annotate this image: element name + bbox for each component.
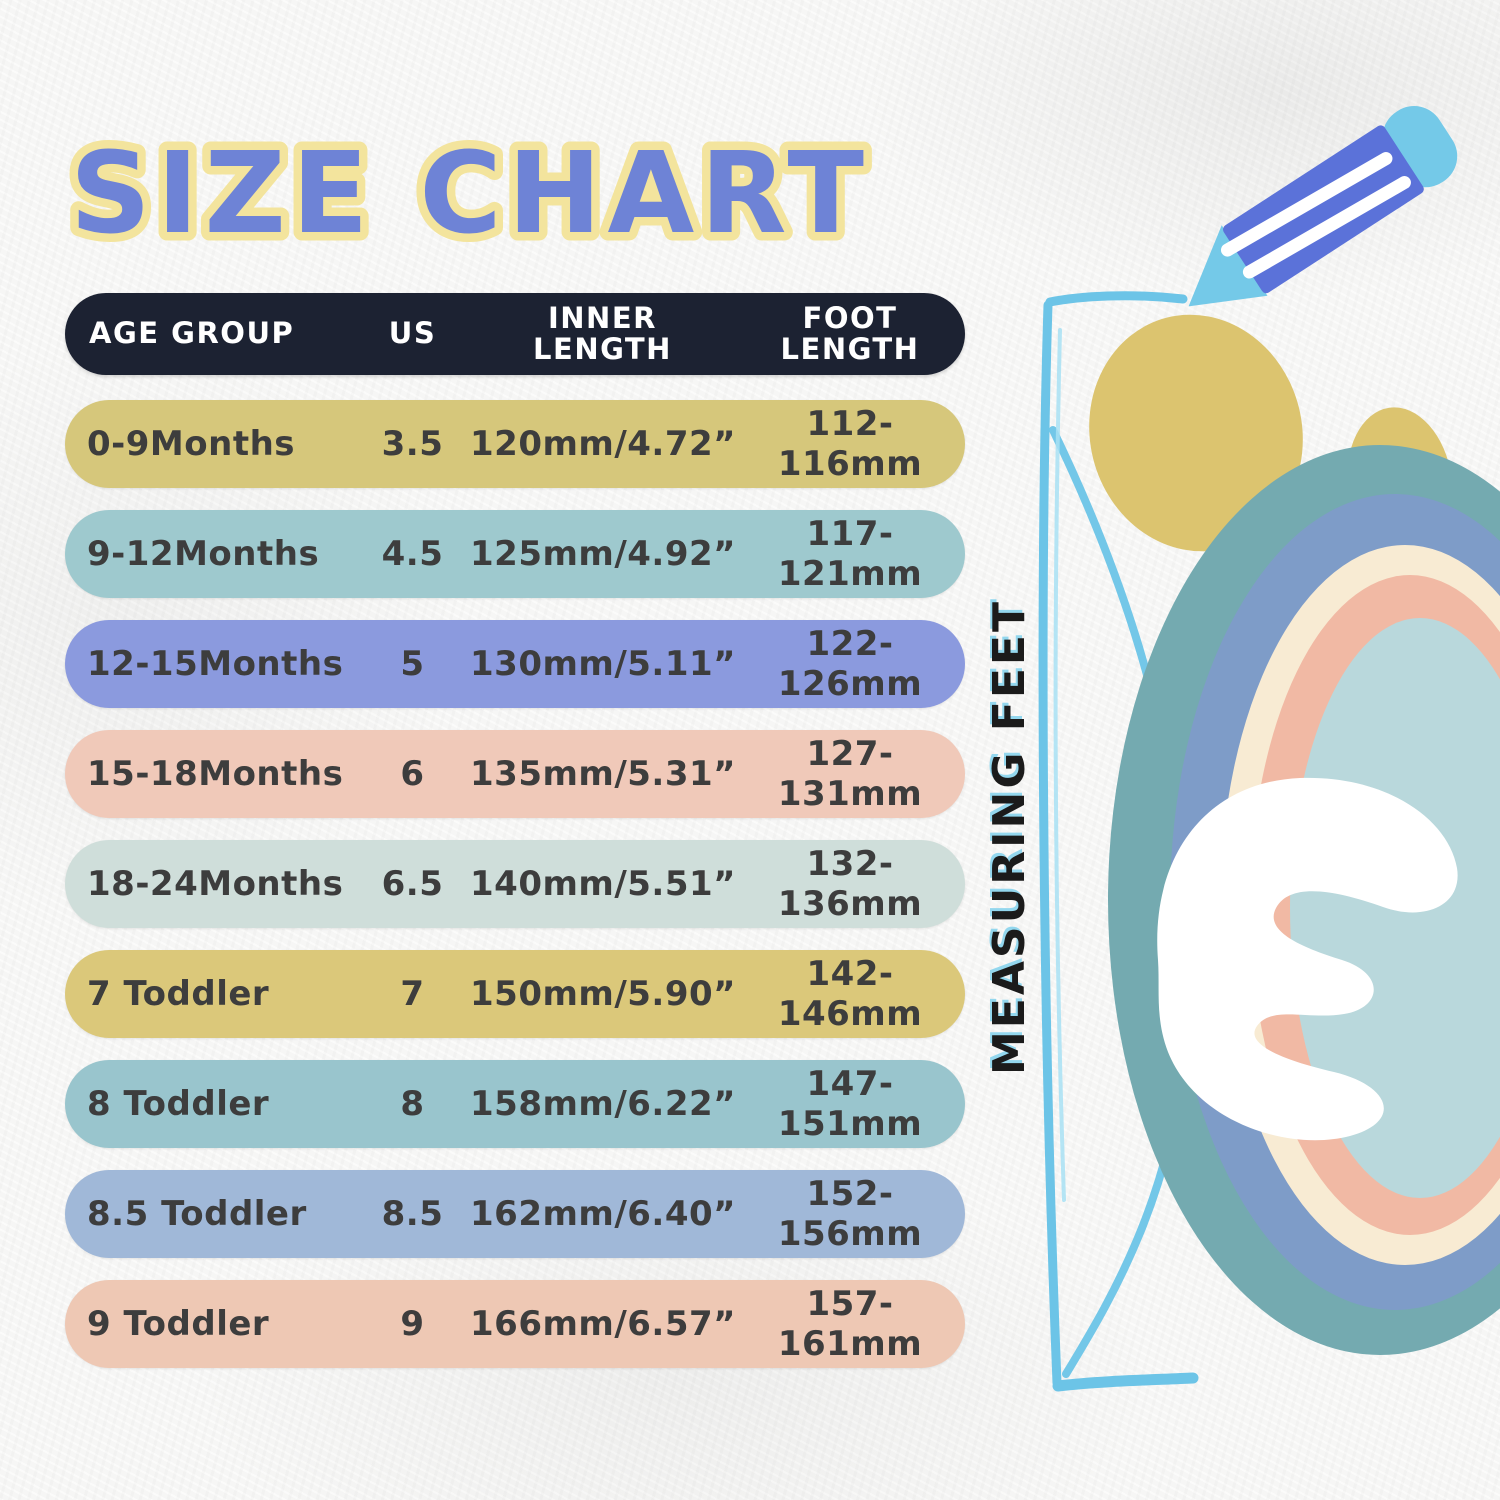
table-row: 18-24Months 6.5 140mm/5.51” 132-136mm (65, 840, 965, 928)
page-title: SIZE CHART (70, 129, 870, 259)
column-header-foot-length: FOOT LENGTH (780, 300, 920, 366)
inner-length-cell: 135mm/5.31” (470, 754, 736, 794)
inner-length-cell: 158mm/6.22” (470, 1084, 736, 1124)
column-header-inner-length: INNER LENGTH (533, 300, 672, 366)
inner-length-cell: 130mm/5.11” (470, 644, 736, 684)
table-row: 8 Toddler 8 158mm/6.22” 147-151mm (65, 1060, 965, 1148)
table-row: 8.5 Toddler 8.5 162mm/6.40” 152-156mm (65, 1170, 965, 1258)
foot-length-cell: 112-116mm (777, 404, 923, 484)
age-group-cell: 15-18Months (87, 754, 344, 794)
us-size-cell: 5 (400, 644, 425, 684)
age-group-cell: 18-24Months (87, 864, 344, 904)
foot-length-cell: 147-151mm (777, 1064, 923, 1144)
age-group-cell: 9 Toddler (87, 1304, 270, 1344)
pencil-icon (1188, 106, 1458, 307)
foot-length-cell: 122-126mm (777, 624, 923, 704)
foot-length-cell: 127-131mm (777, 734, 923, 814)
foot-measuring-illustration (1038, 106, 1500, 1392)
size-chart-table: AGE GROUP US INNER LENGTH FOOT LENGTH 0-… (65, 293, 965, 1368)
foot-length-cell: 142-146mm (777, 954, 923, 1034)
inner-length-cell: 125mm/4.92” (470, 534, 736, 574)
table-row: 0-9Months 3.5 120mm/4.72” 112-116mm (65, 400, 965, 488)
table-header-row: AGE GROUP US INNER LENGTH FOOT LENGTH (65, 293, 965, 375)
foot-length-cell: 157-161mm (777, 1284, 923, 1364)
foot-length-cell: 152-156mm (777, 1174, 923, 1254)
foot-length-cell: 117-121mm (777, 514, 923, 594)
age-group-cell: 9-12Months (87, 534, 320, 574)
column-header-us: US (388, 316, 437, 351)
us-size-cell: 6 (400, 754, 425, 794)
inner-length-cell: 120mm/4.72” (470, 424, 736, 464)
sole-highlight-blob (1157, 777, 1458, 1141)
us-size-cell: 4.5 (381, 534, 444, 574)
us-size-cell: 6.5 (381, 864, 444, 904)
us-size-cell: 7 (400, 974, 425, 1014)
table-row: 9 Toddler 9 166mm/6.57” 157-161mm (65, 1280, 965, 1368)
baby-foot-icon (1089, 314, 1500, 1355)
inner-length-cell: 162mm/6.40” (470, 1194, 736, 1234)
big-toe-shape (1089, 314, 1303, 552)
us-size-cell: 9 (400, 1304, 425, 1344)
age-group-cell: 0-9Months (87, 424, 296, 464)
inner-length-cell: 150mm/5.90” (470, 974, 736, 1014)
us-size-cell: 3.5 (381, 424, 444, 464)
us-size-cell: 8.5 (381, 1194, 444, 1234)
age-group-cell: 7 Toddler (87, 974, 270, 1014)
table-row: 9-12Months 4.5 125mm/4.92” 117-121mm (65, 510, 965, 598)
inner-length-cell: 166mm/6.57” (470, 1304, 736, 1344)
table-row: 15-18Months 6 135mm/5.31” 127-131mm (65, 730, 965, 818)
us-size-cell: 8 (400, 1084, 425, 1124)
foot-length-cell: 132-136mm (777, 844, 923, 924)
inner-length-cell: 140mm/5.51” (470, 864, 736, 904)
age-group-cell: 8 Toddler (87, 1084, 270, 1124)
age-group-cell: 8.5 Toddler (87, 1194, 307, 1234)
table-row: 12-15Months 5 130mm/5.11” 122-126mm (65, 620, 965, 708)
page-title-art: SIZE CHART (62, 121, 873, 268)
column-header-age-group: AGE GROUP (89, 316, 295, 351)
table-row: 7 Toddler 7 150mm/5.90” 142-146mm (65, 950, 965, 1038)
age-group-cell: 12-15Months (87, 644, 344, 684)
